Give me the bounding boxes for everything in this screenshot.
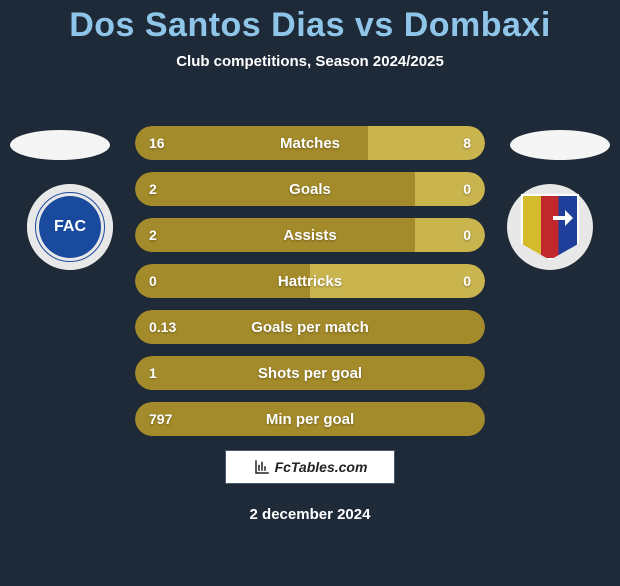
stat-label: Matches bbox=[135, 126, 485, 160]
stat-value-right: 0 bbox=[463, 264, 471, 298]
stat-label: Min per goal bbox=[135, 402, 485, 436]
club-logo-right bbox=[507, 184, 593, 270]
stat-value-left: 0 bbox=[149, 264, 157, 298]
chart-icon bbox=[253, 458, 271, 476]
stat-label: Shots per goal bbox=[135, 356, 485, 390]
stats-bars: Matches168Goals20Assists20Hattricks00Goa… bbox=[135, 126, 485, 448]
stat-value-left: 0.13 bbox=[149, 310, 176, 344]
stat-label: Hattricks bbox=[135, 264, 485, 298]
page-subtitle: Club competitions, Season 2024/2025 bbox=[0, 53, 620, 70]
stat-label: Goals bbox=[135, 172, 485, 206]
date-label: 2 december 2024 bbox=[0, 506, 620, 523]
stat-row: Goals2 0 bbox=[135, 172, 485, 206]
stat-label: Goals per match bbox=[135, 310, 485, 344]
stat-value-left: 2 bbox=[149, 218, 157, 252]
stat-label: Assists bbox=[135, 218, 485, 252]
stat-value-left: 2 bbox=[149, 172, 157, 206]
watermark: FcTables.com bbox=[225, 450, 395, 484]
player-avatar-left bbox=[10, 130, 110, 160]
watermark-text: FcTables.com bbox=[275, 459, 368, 475]
page-title: Dos Santos Dias vs Dombaxi bbox=[0, 6, 620, 45]
player-avatar-right bbox=[510, 130, 610, 160]
stat-row: Shots per goal1 bbox=[135, 356, 485, 390]
stat-row: Assists2 0 bbox=[135, 218, 485, 252]
club-abbr-left: FAC bbox=[39, 196, 101, 258]
stat-value-right: 8 bbox=[463, 126, 471, 160]
stat-value-left: 797 bbox=[149, 402, 172, 436]
stat-row: Hattricks0 0 bbox=[135, 264, 485, 298]
club-logo-left: FAC bbox=[27, 184, 113, 270]
stat-value-left: 16 bbox=[149, 126, 165, 160]
stat-value-right: 0 bbox=[463, 172, 471, 206]
stat-row: Min per goal797 bbox=[135, 402, 485, 436]
stat-row: Goals per match0.13 bbox=[135, 310, 485, 344]
stat-value-left: 1 bbox=[149, 356, 157, 390]
stat-row: Matches16 8 bbox=[135, 126, 485, 160]
stat-value-right: 0 bbox=[463, 218, 471, 252]
